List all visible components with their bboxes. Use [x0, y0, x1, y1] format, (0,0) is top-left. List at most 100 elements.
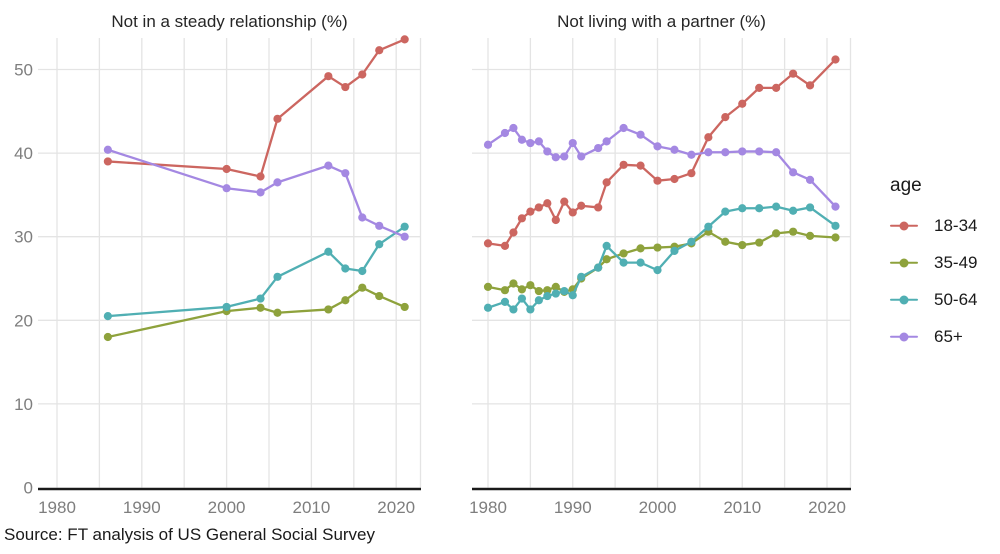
- legend-items: 18-34 35-49 50-64 65+: [890, 207, 977, 355]
- data-point-65+: [653, 142, 662, 151]
- data-point-35-49: [602, 255, 611, 264]
- data-point-50-64: [509, 305, 518, 314]
- data-point-35-49: [500, 286, 510, 295]
- x-tick-label: 2010: [723, 498, 761, 517]
- data-point-18-34: [670, 174, 679, 184]
- x-tick-label: 2020: [808, 498, 846, 517]
- data-point-65+: [560, 152, 569, 161]
- data-point-50-64: [721, 207, 730, 216]
- data-point-18-34: [551, 215, 560, 225]
- legend-dot-icon: [899, 295, 909, 304]
- data-point-50-64: [704, 222, 713, 231]
- data-point-50-64: [636, 258, 645, 267]
- data-point-65+: [670, 145, 679, 154]
- data-point-18-34: [341, 82, 350, 92]
- data-point-50-64: [358, 266, 367, 276]
- data-point-18-34: [400, 35, 409, 44]
- data-point-50-64: [222, 302, 231, 312]
- x-tick-label: 2020: [377, 498, 415, 517]
- data-point-50-64: [831, 221, 840, 230]
- legend-key-icon: [890, 294, 918, 306]
- data-point-65+: [517, 135, 527, 144]
- data-point-35-49: [400, 302, 409, 312]
- data-point-50-64: [375, 240, 384, 249]
- data-point-65+: [534, 137, 543, 146]
- data-point-18-34: [526, 207, 535, 216]
- source-note: Source: FT analysis of US General Social…: [4, 525, 376, 544]
- legend-dot-icon: [899, 221, 909, 230]
- data-point-18-34: [483, 239, 493, 248]
- data-point-18-34: [324, 72, 333, 81]
- data-point-18-34: [636, 161, 645, 170]
- data-point-65+: [551, 153, 560, 162]
- data-point-65+: [721, 148, 730, 157]
- data-point-35-49: [358, 283, 367, 292]
- data-point-50-64: [619, 258, 628, 267]
- data-point-35-49: [653, 243, 662, 252]
- data-point-65+: [341, 169, 350, 178]
- legend: age 18-34 35-49 50-64 65+: [890, 176, 977, 355]
- data-point-18-34: [222, 164, 231, 174]
- data-point-35-49: [805, 231, 815, 240]
- data-point-65+: [103, 145, 112, 154]
- data-point-65+: [789, 168, 798, 177]
- data-point-50-64: [543, 291, 552, 301]
- data-point-65+: [577, 152, 586, 161]
- data-point-65+: [509, 123, 518, 133]
- data-point-35-49: [772, 229, 781, 238]
- data-point-50-64: [568, 291, 577, 300]
- data-point-18-34: [577, 201, 586, 210]
- y-tick-label: 30: [14, 228, 33, 247]
- data-point-35-49: [551, 282, 560, 291]
- data-point-18-34: [517, 214, 527, 223]
- data-point-35-49: [103, 332, 112, 342]
- data-point-65+: [602, 137, 611, 146]
- data-point-50-64: [755, 204, 764, 213]
- y-tick-label: 10: [14, 395, 33, 414]
- series-line-18-34: [106, 38, 406, 178]
- data-point-35-49: [526, 281, 535, 290]
- data-point-18-34: [560, 197, 569, 206]
- y-tick-label: 40: [14, 144, 33, 163]
- data-point-50-64: [341, 264, 350, 273]
- data-point-18-34: [602, 178, 611, 187]
- data-point-18-34: [738, 99, 747, 108]
- data-point-18-34: [704, 133, 713, 142]
- data-point-35-49: [831, 233, 840, 242]
- data-point-65+: [594, 143, 603, 153]
- data-point-65+: [324, 161, 333, 170]
- data-point-18-34: [831, 55, 840, 64]
- data-point-50-64: [256, 294, 265, 303]
- data-point-50-64: [324, 247, 333, 256]
- data-point-35-49: [273, 308, 282, 317]
- data-point-65+: [358, 213, 367, 222]
- data-point-50-64: [577, 272, 586, 281]
- data-point-50-64: [526, 305, 535, 314]
- x-tick-label: 1980: [469, 498, 507, 517]
- data-point-35-49: [256, 303, 265, 312]
- data-point-35-49: [534, 286, 543, 296]
- data-point-50-64: [500, 297, 510, 307]
- data-point-18-34: [594, 203, 603, 212]
- data-point-18-34: [721, 113, 730, 122]
- data-point-50-64: [400, 222, 409, 231]
- data-point-18-34: [772, 83, 781, 92]
- data-point-65+: [619, 123, 628, 133]
- data-point-18-34: [273, 114, 282, 123]
- data-point-18-34: [358, 70, 367, 79]
- data-point-18-34: [500, 241, 510, 250]
- data-point-35-49: [341, 296, 350, 305]
- data-point-35-49: [619, 249, 628, 258]
- data-point-65+: [500, 128, 510, 138]
- data-point-50-64: [103, 312, 112, 321]
- data-point-50-64: [687, 237, 696, 246]
- legend-item-label: 35-49: [934, 252, 978, 272]
- legend-item-65+: 65+: [890, 318, 977, 355]
- data-point-65+: [256, 188, 265, 197]
- data-point-35-49: [636, 244, 645, 253]
- legend-key-icon: [890, 257, 918, 269]
- data-point-65+: [755, 147, 764, 156]
- data-point-50-64: [772, 202, 781, 211]
